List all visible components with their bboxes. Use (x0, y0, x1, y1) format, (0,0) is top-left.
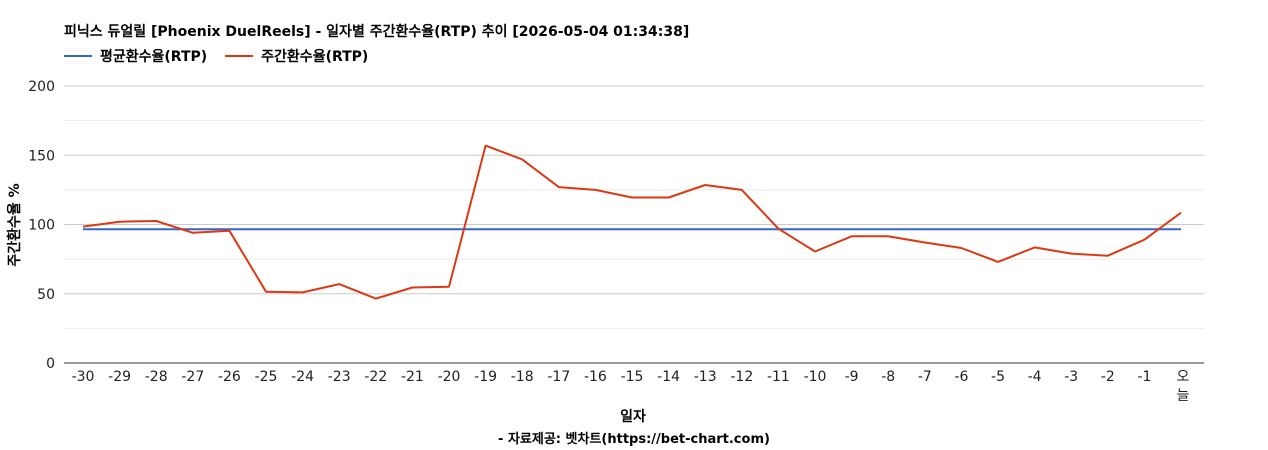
source-credit: - 자료제공: 벳차트(https://bet-chart.com) (498, 432, 770, 447)
series-lines (82, 144, 1182, 300)
y-tick-label: 200 (28, 79, 55, 95)
x-tick-label: -19 (474, 369, 497, 385)
x-tick-label: -6 (954, 369, 968, 385)
legend-item-average[interactable]: 평균환수율(RTP) (64, 46, 207, 66)
y-tick-label: 50 (37, 287, 55, 303)
x-axis-label: 일자 (620, 409, 646, 425)
x-tick-label: -3 (1064, 369, 1078, 385)
x-tick-label: -7 (918, 369, 932, 385)
x-tick-label: -14 (657, 369, 680, 385)
x-tick-label: -21 (401, 369, 424, 385)
x-tick-label: -25 (255, 369, 278, 385)
x-tick-label: -18 (511, 369, 534, 385)
legend-swatch-weekly (225, 55, 254, 57)
y-tick-label: 100 (28, 218, 55, 234)
x-tick-label: -28 (145, 369, 168, 385)
x-tick-label: -30 (72, 369, 95, 385)
grid-lines (64, 85, 1204, 329)
legend: 평균환수율(RTP) 주간환수율(RTP) (64, 46, 386, 66)
x-tick-label: -4 (1028, 369, 1042, 385)
x-tick-label: -13 (694, 369, 717, 385)
chart-title: 피닉스 듀얼릴 [Phoenix DuelReels] - 일자별 주간환수율(… (64, 24, 690, 40)
x-tick-label: -2 (1101, 369, 1115, 385)
y-axis-label: 주간환수율 % (6, 183, 23, 266)
x-tick-label: 늘 (1177, 388, 1190, 404)
x-tick-label: -24 (291, 369, 314, 385)
x-tick-label: -29 (108, 369, 131, 385)
series-line-weekly-rtp (82, 144, 1182, 300)
x-tick-label: -15 (621, 369, 644, 385)
x-tick-label: -8 (881, 369, 895, 385)
legend-label-average: 평균환수율(RTP) (100, 49, 208, 65)
x-tick-label: -5 (991, 369, 1005, 385)
x-tick-label: -26 (218, 369, 241, 385)
x-tick-label: -17 (547, 369, 570, 385)
legend-label-weekly: 주간환수율(RTP) (261, 49, 369, 65)
x-tick-label: -12 (730, 369, 753, 385)
x-tick-label: -27 (181, 369, 204, 385)
x-tick-label: -20 (438, 369, 461, 385)
x-tick-label: -10 (804, 369, 827, 385)
legend-item-weekly[interactable]: 주간환수율(RTP) (225, 46, 368, 66)
legend-swatch-average (64, 55, 92, 57)
x-tick-label: -9 (845, 369, 859, 385)
x-tick-label: -11 (767, 369, 790, 385)
y-tick-label: 0 (46, 356, 55, 372)
x-tick-label: -23 (328, 369, 351, 385)
x-tick-label: -16 (584, 369, 607, 385)
x-tick-label: -1 (1137, 369, 1151, 385)
x-tick-label: -22 (364, 369, 387, 385)
y-tick-label: 150 (28, 148, 55, 164)
x-tick-label: 오 (1177, 369, 1190, 385)
